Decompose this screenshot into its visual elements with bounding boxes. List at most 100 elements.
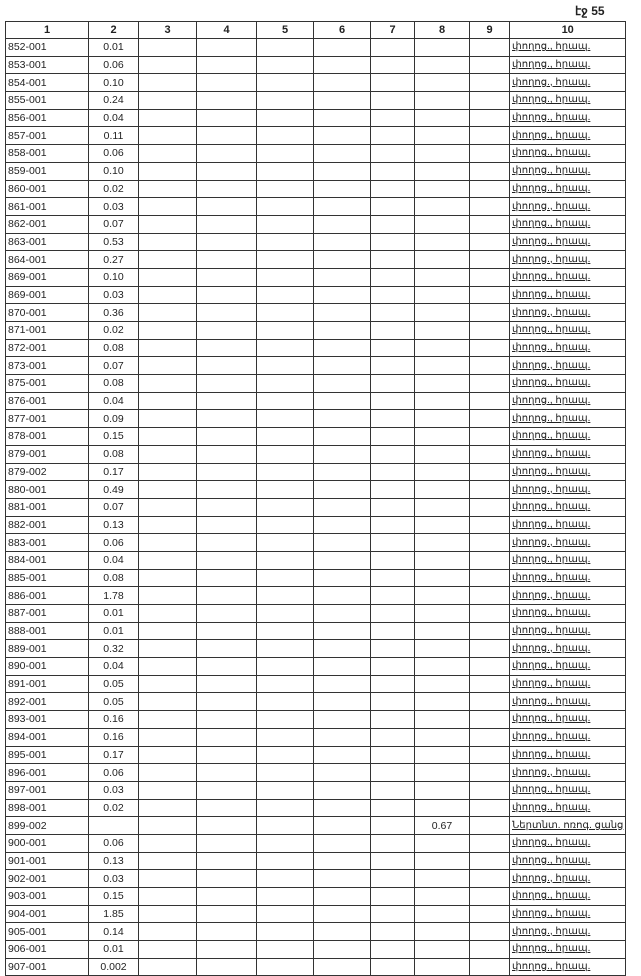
cell-col-3	[138, 55, 197, 75]
cell-col-5	[256, 798, 314, 818]
cell-col-10: փողոց., հրապ.	[508, 374, 627, 393]
cell-col-4	[196, 497, 257, 517]
cell-col-7	[370, 391, 415, 411]
cell-col-8	[414, 922, 470, 942]
cell-col-1: 857-001	[5, 126, 89, 146]
cell-col-10: Ներտնտ. ոռոգ. ցանց	[508, 816, 627, 835]
column-header-5: 5	[256, 21, 314, 39]
cell-col-10: փողոց., հրապ.	[508, 91, 627, 110]
table-row: 891-001 0.05 փողոց., հրապ.	[5, 674, 627, 694]
cell-col-10: փողոց., հրապ.	[508, 303, 627, 322]
cell-col-4	[196, 480, 257, 499]
cell-col-10: փողոց., հրապ.	[508, 285, 627, 305]
cell-col-3	[138, 232, 197, 252]
cell-col-6	[313, 197, 371, 216]
cell-col-1: 871-001	[5, 321, 89, 340]
cell-col-5	[256, 38, 314, 57]
column-header-6: 6	[313, 21, 371, 39]
cell-col-2: 0.05	[88, 674, 139, 694]
cell-col-1: 907-001	[5, 957, 89, 976]
cell-col-5	[256, 356, 314, 376]
cell-col-2: 0.17	[88, 462, 139, 482]
cell-col-5	[256, 462, 314, 482]
cell-col-8	[414, 462, 470, 482]
cell-col-1: 862-001	[5, 214, 89, 234]
cell-col-4	[196, 391, 257, 411]
cell-col-2: 0.49	[88, 480, 139, 499]
cell-col-8	[414, 550, 470, 570]
cell-col-1: 894-001	[5, 727, 89, 747]
cell-col-3	[138, 179, 197, 199]
cell-col-9	[469, 727, 510, 747]
cell-col-4	[196, 869, 257, 888]
cell-col-2: 0.14	[88, 922, 139, 942]
cell-col-6	[313, 214, 371, 234]
cell-col-2: 0.06	[88, 533, 139, 552]
cell-col-5	[256, 780, 314, 800]
cell-col-6	[313, 604, 371, 623]
cell-col-3	[138, 604, 197, 623]
cell-col-5	[256, 321, 314, 340]
cell-col-3	[138, 285, 197, 305]
cell-col-1: 872-001	[5, 338, 89, 358]
cell-col-1: 880-001	[5, 480, 89, 499]
cell-col-2: 0.08	[88, 338, 139, 358]
cell-col-1: 900-001	[5, 833, 89, 853]
table-row: 883-001 0.06 փողոց., հրապ.	[5, 533, 627, 552]
cell-col-9	[469, 126, 510, 146]
cell-col-5	[256, 621, 314, 641]
cell-col-4	[196, 91, 257, 110]
cell-col-7	[370, 639, 415, 659]
cell-col-9	[469, 356, 510, 376]
column-header-2: 2	[88, 21, 139, 39]
cell-col-5	[256, 887, 314, 906]
cell-col-2: 0.13	[88, 515, 139, 535]
cell-col-10: փողոց., հրապ.	[508, 957, 627, 976]
cell-col-8	[414, 108, 470, 128]
cell-col-4	[196, 568, 257, 588]
cell-col-4	[196, 285, 257, 305]
cell-col-4	[196, 904, 257, 924]
cell-col-8	[414, 692, 470, 712]
table-row: 869-001 0.10 փողոց., հրապ.	[5, 267, 627, 287]
cell-col-1: 854-001	[5, 73, 89, 93]
cell-col-8	[414, 144, 470, 163]
cell-col-3	[138, 338, 197, 358]
cell-col-9	[469, 745, 510, 765]
cell-col-6	[313, 621, 371, 641]
cell-col-5	[256, 604, 314, 623]
cell-col-10: փողոց., հրապ.	[508, 161, 627, 181]
cell-col-5	[256, 851, 314, 871]
cell-col-8	[414, 232, 470, 252]
cell-col-7	[370, 586, 415, 605]
cell-col-6	[313, 161, 371, 181]
cell-col-1: 902-001	[5, 869, 89, 888]
cell-col-7	[370, 621, 415, 641]
cell-col-8	[414, 745, 470, 765]
cell-col-7	[370, 232, 415, 252]
cell-col-1: 860-001	[5, 179, 89, 199]
cell-col-8	[414, 497, 470, 517]
cell-col-3	[138, 250, 197, 269]
cell-col-10: փողոց., հրապ.	[508, 444, 627, 464]
table-row: 858-001 0.06 փողոց., հրապ.	[5, 144, 627, 163]
cell-col-4	[196, 940, 257, 959]
cell-col-4	[196, 692, 257, 712]
cell-col-1: 893-001	[5, 710, 89, 729]
cell-col-6	[313, 692, 371, 712]
cell-col-2: 0.08	[88, 568, 139, 588]
cell-col-4	[196, 604, 257, 623]
cell-col-2: 0.15	[88, 427, 139, 446]
cell-col-6	[313, 108, 371, 128]
cell-col-8	[414, 285, 470, 305]
cell-col-9	[469, 108, 510, 128]
cell-col-1: 870-001	[5, 303, 89, 322]
cell-col-7	[370, 887, 415, 906]
cell-col-5	[256, 816, 314, 835]
cell-col-2: 0.15	[88, 887, 139, 906]
cell-col-4	[196, 745, 257, 765]
cell-col-1: 885-001	[5, 568, 89, 588]
cell-col-1: 869-001	[5, 267, 89, 287]
cell-col-8	[414, 73, 470, 93]
column-header-7: 7	[370, 21, 415, 39]
